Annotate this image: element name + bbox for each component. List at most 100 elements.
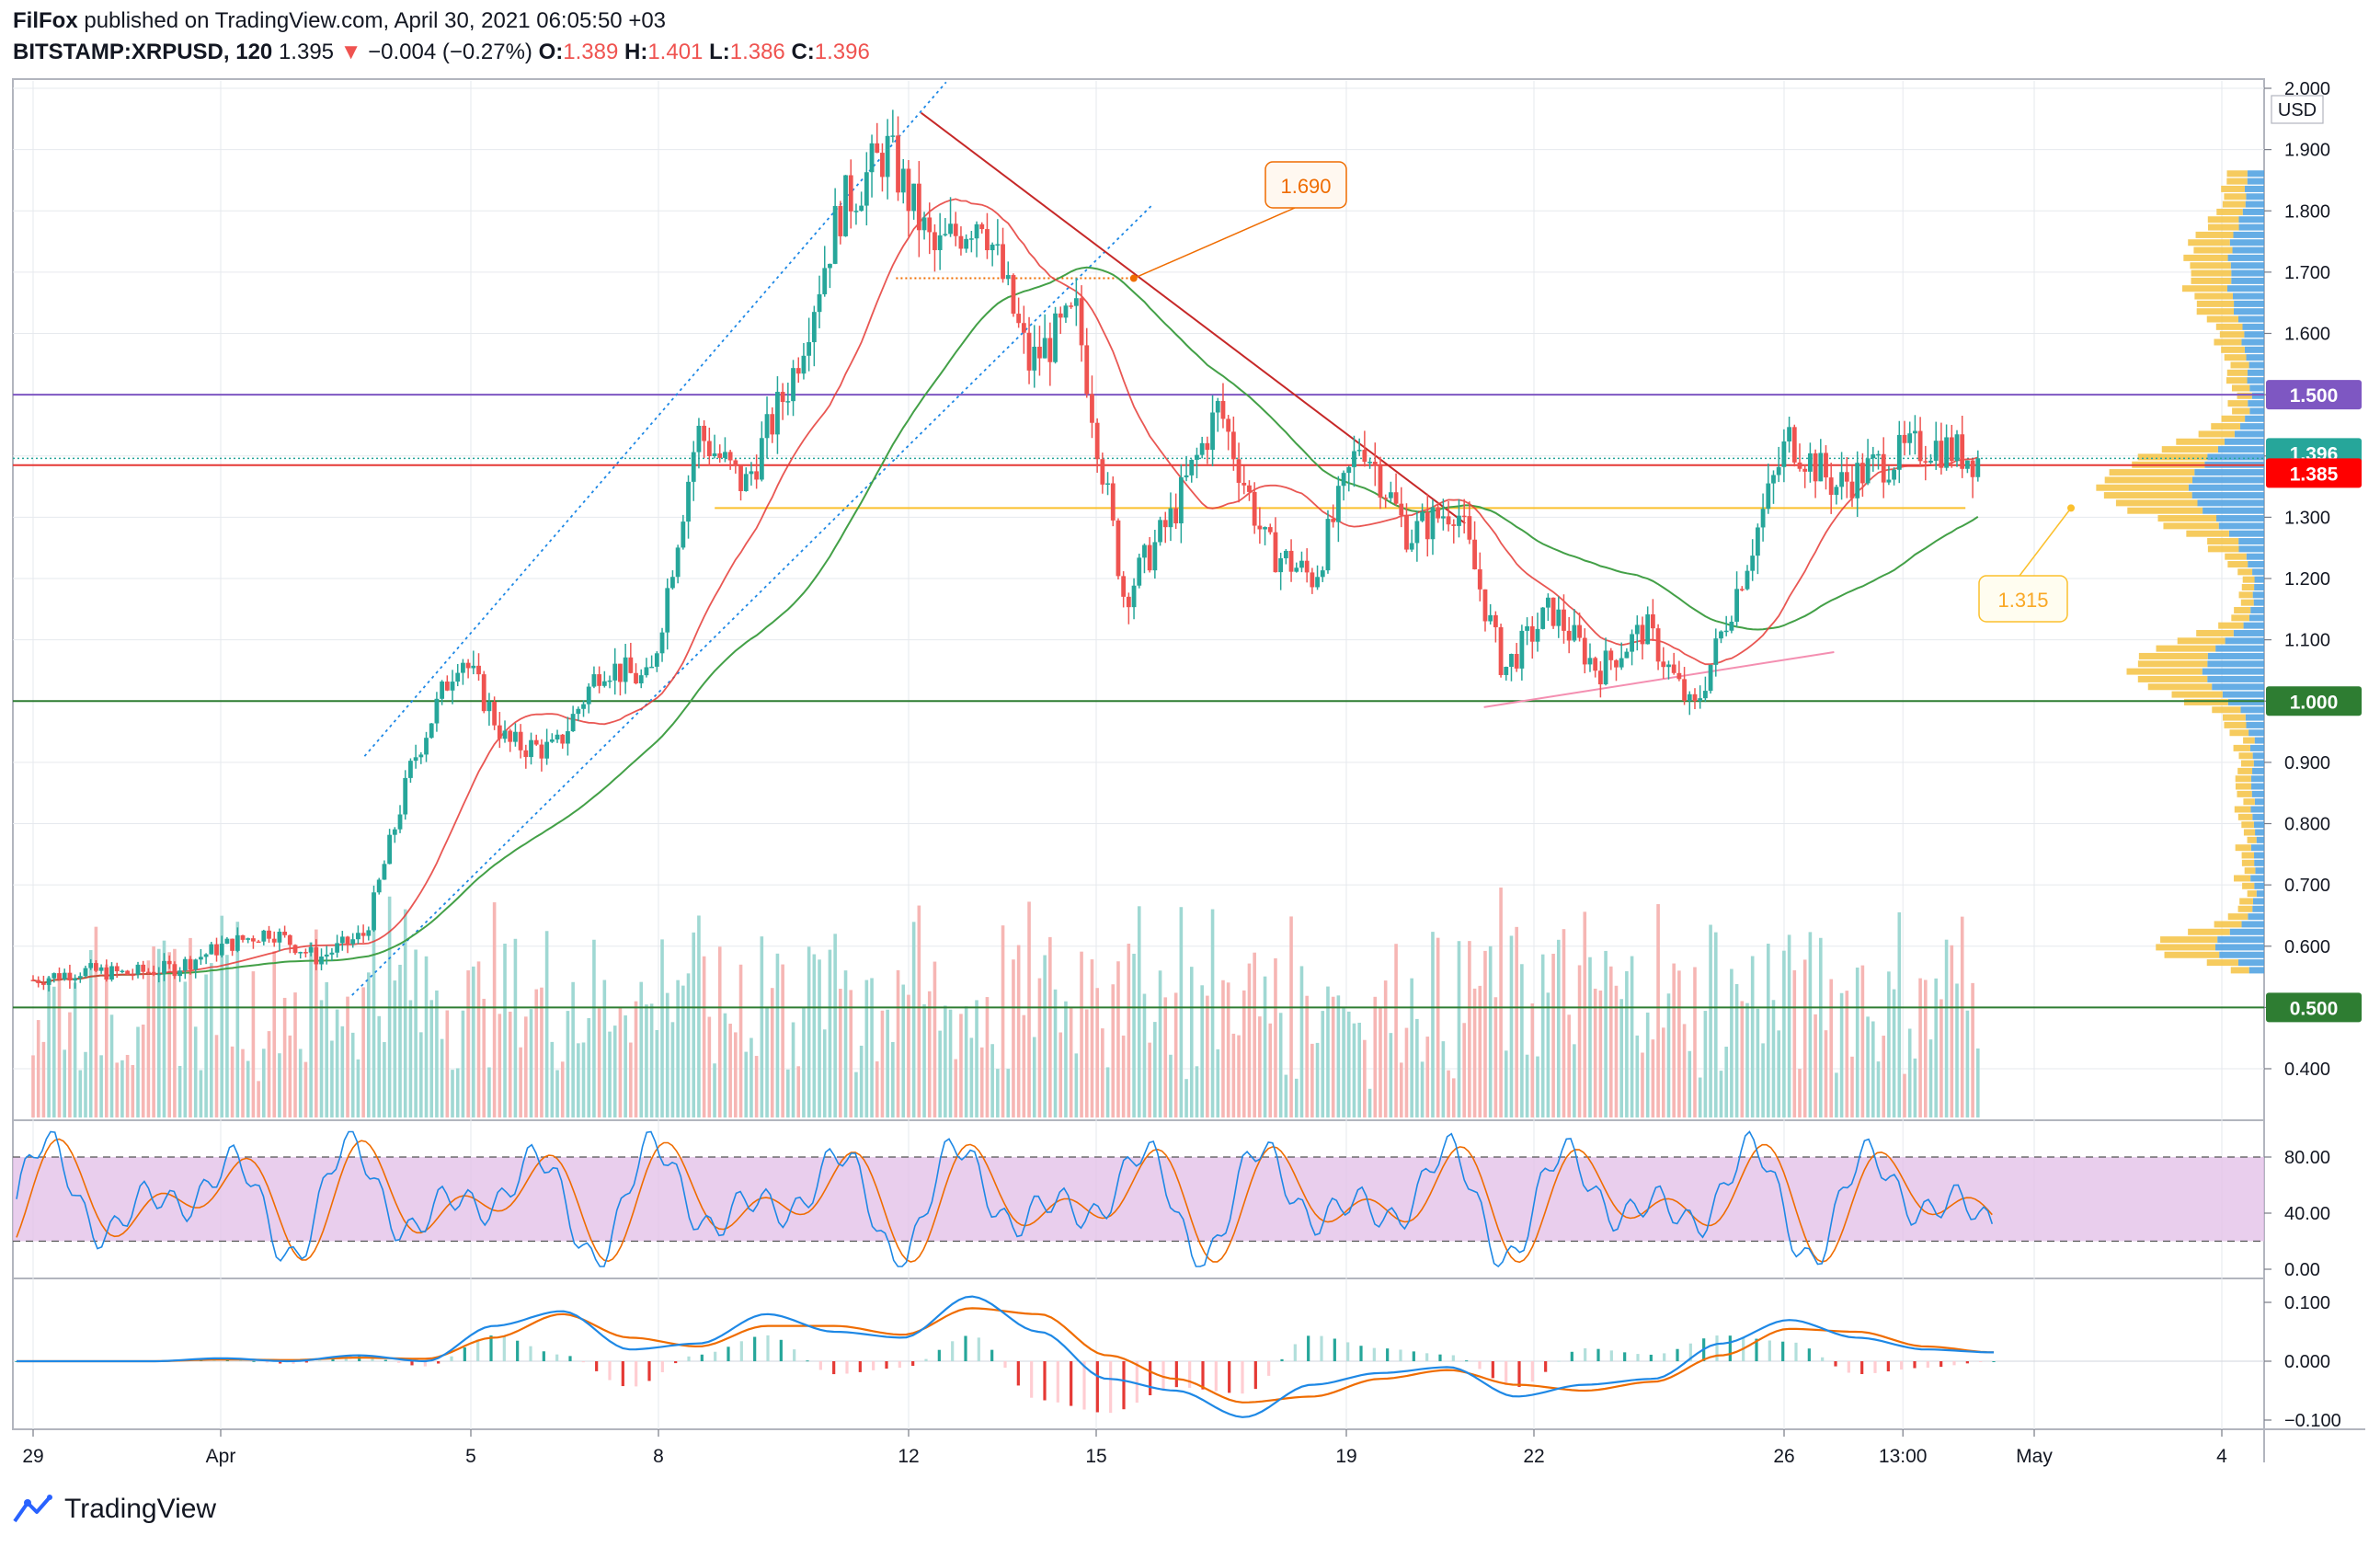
- candle-body: [1556, 609, 1562, 626]
- macd-histogram-bar: [1201, 1361, 1205, 1390]
- candle-body: [706, 441, 712, 456]
- candle-body: [681, 521, 686, 548]
- candle-body: [282, 932, 288, 935]
- macd-histogram-bar: [1557, 1360, 1561, 1362]
- candle-body: [1975, 458, 1981, 477]
- profile-bar-down: [2243, 737, 2255, 744]
- callout-leader-1690: [1133, 207, 1296, 280]
- volume-bar: [472, 966, 475, 1117]
- volume-bar: [1839, 992, 1844, 1117]
- candle-body: [523, 750, 529, 758]
- volume-bar: [1782, 950, 1786, 1117]
- publisher-name[interactable]: FilFox: [13, 8, 78, 33]
- profile-bar-down: [2234, 875, 2251, 882]
- macd-histogram-bar: [1372, 1347, 1376, 1361]
- volume-bar: [1247, 963, 1252, 1117]
- volume-bar: [68, 1012, 72, 1117]
- volume-bar: [1274, 957, 1277, 1117]
- macd-histogram-bar: [766, 1335, 770, 1361]
- candle-body: [1325, 519, 1331, 571]
- profile-bar-down: [2206, 959, 2238, 967]
- candle-body: [1745, 570, 1750, 590]
- volume-bar: [665, 992, 669, 1117]
- macd-histogram-bar: [964, 1335, 967, 1361]
- candle-body: [461, 662, 465, 673]
- profile-bar-down: [2137, 453, 2208, 461]
- symbol-name[interactable]: BITSTAMP:XRPUSD, 120: [13, 40, 273, 64]
- volume-bar: [1342, 1008, 1345, 1117]
- candle-body: [1058, 313, 1063, 318]
- profile-bar-down: [2238, 591, 2253, 599]
- candle-body: [696, 425, 702, 453]
- profile-bar-up: [2256, 890, 2264, 898]
- volume-bar: [1551, 953, 1555, 1117]
- time-axis[interactable]: 29 Apr 5 8 12 15 19 22 26 13:00 May 4: [22, 1429, 2227, 1467]
- candle-body: [1105, 483, 1110, 485]
- candle-body: [1692, 693, 1698, 702]
- volume-bar: [513, 938, 518, 1117]
- price-axis[interactable]: 2.0001.9001.8001.7001.6001.5001.4001.300…: [2264, 79, 2341, 1431]
- volume-bar: [1923, 980, 1928, 1117]
- macd-histogram-bar: [1188, 1361, 1192, 1388]
- macd-histogram-bar: [872, 1361, 875, 1370]
- volume-bar: [293, 992, 297, 1117]
- volume-bar: [1730, 968, 1734, 1117]
- profile-bar-down: [2235, 775, 2251, 783]
- profile-bar-up: [2234, 308, 2264, 315]
- macd-histogram-bar: [1623, 1352, 1627, 1361]
- profile-bar-up: [2228, 530, 2264, 537]
- volume-bar: [315, 929, 318, 1117]
- volume-bar: [414, 949, 418, 1117]
- volume-bar: [1928, 1039, 1933, 1117]
- volume-bar: [1845, 991, 1849, 1117]
- candle-body: [1824, 453, 1828, 478]
- volume-bar: [849, 990, 853, 1117]
- candle-body: [838, 205, 843, 236]
- candle-body: [560, 734, 566, 744]
- candle-body: [1147, 544, 1152, 571]
- candle-body: [114, 966, 120, 972]
- macd-histogram-bar: [1636, 1354, 1640, 1361]
- volume-bar: [1866, 1016, 1870, 1117]
- candle-body: [1310, 572, 1315, 588]
- profile-bar-down: [2230, 361, 2249, 369]
- tradingview-logo[interactable]: TradingView: [13, 1494, 216, 1525]
- channel-lower: [351, 203, 1153, 996]
- candle-body: [156, 973, 162, 976]
- volume-bar: [131, 1064, 135, 1117]
- candle-body: [1954, 434, 1960, 462]
- volume-bar: [571, 981, 575, 1117]
- profile-bar-down: [2224, 354, 2247, 361]
- volume-bar: [167, 952, 172, 1117]
- volume-bar: [335, 1009, 339, 1117]
- volume-bar: [88, 949, 93, 1117]
- volume-bar: [1913, 1058, 1917, 1117]
- candle-body: [1026, 332, 1032, 371]
- volume-bar: [272, 951, 277, 1117]
- profile-bar-up: [2222, 691, 2264, 698]
- candle-body: [665, 588, 670, 633]
- macd-histogram-bar: [1253, 1361, 1257, 1390]
- candle-body: [1409, 543, 1414, 550]
- profile-bar-down: [2104, 476, 2193, 484]
- macd-histogram-bar: [1873, 1361, 1877, 1373]
- volume-bar: [1802, 959, 1807, 1117]
- candle-body: [1698, 698, 1703, 702]
- volume-bar: [1410, 978, 1413, 1117]
- time-tick-label: 13:00: [1879, 1446, 1928, 1467]
- profile-bar-up: [2246, 354, 2264, 361]
- profile-bar-down: [2215, 323, 2243, 330]
- candle-body: [1760, 509, 1766, 528]
- candle-body: [1178, 476, 1184, 524]
- candle-body: [1550, 597, 1556, 626]
- profile-bar-up: [2226, 285, 2264, 292]
- candle-body: [1865, 458, 1871, 484]
- candle-body: [88, 963, 94, 968]
- macd-histogram-bar: [423, 1361, 427, 1367]
- candle-body: [292, 945, 298, 954]
- candle-body: [995, 244, 1001, 246]
- candle-body: [1797, 462, 1802, 469]
- candle-body: [429, 723, 434, 739]
- candle-body: [964, 238, 969, 249]
